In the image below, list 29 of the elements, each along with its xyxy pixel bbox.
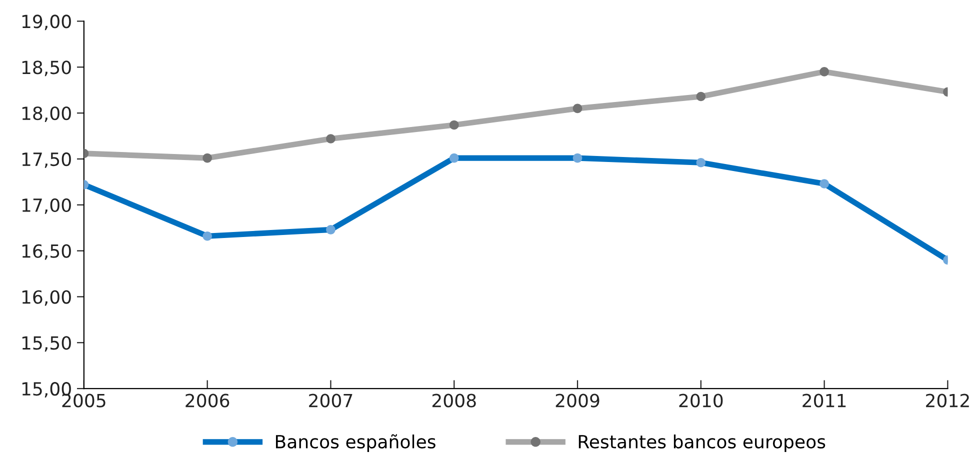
x-tick-label: 2008 bbox=[432, 394, 476, 408]
point bbox=[449, 153, 459, 163]
x-tick-label: 2010 bbox=[679, 394, 723, 408]
point bbox=[326, 134, 336, 144]
point bbox=[696, 158, 706, 168]
point bbox=[820, 67, 829, 76]
point bbox=[202, 153, 212, 163]
point bbox=[449, 120, 459, 130]
point bbox=[202, 231, 212, 241]
y-tick-label: 17,00 bbox=[22, 198, 71, 214]
point bbox=[572, 104, 582, 114]
x-tick-label: 2011 bbox=[802, 394, 846, 408]
y-tick-label: 16,50 bbox=[22, 244, 71, 260]
y-tick-label: 18,50 bbox=[22, 60, 71, 76]
y-tick-label: 19,00 bbox=[22, 14, 71, 30]
legend-label: Restantes bancos europeos bbox=[578, 434, 826, 452]
point bbox=[326, 225, 336, 234]
x-tick-label: 2006 bbox=[186, 394, 230, 408]
point bbox=[696, 92, 706, 102]
point bbox=[820, 179, 829, 188]
y-tick-label: 17,50 bbox=[22, 152, 71, 168]
x-tick-label: 2009 bbox=[556, 394, 600, 408]
y-tick-label: 16,00 bbox=[22, 290, 71, 306]
y-tick-label: 15,50 bbox=[22, 336, 71, 352]
x-tick-label: 2012 bbox=[926, 394, 969, 408]
point bbox=[572, 153, 582, 163]
x-tick-label: 2007 bbox=[309, 394, 352, 408]
legend-label: Bancos españoles bbox=[276, 434, 436, 452]
y-tick-label: 18,00 bbox=[22, 106, 71, 122]
